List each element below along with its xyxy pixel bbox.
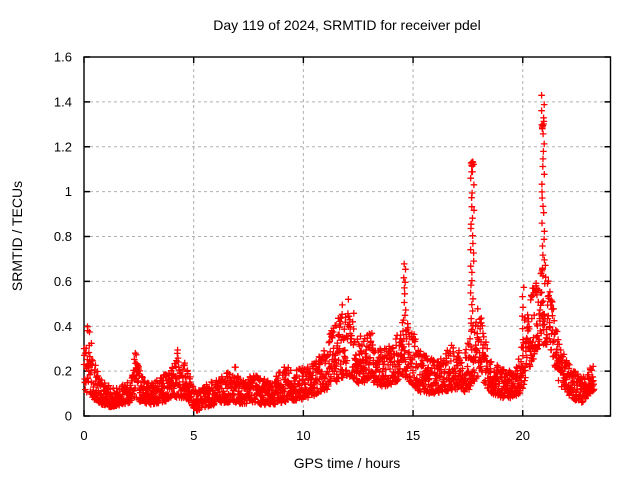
y-tick-label: 1.6 <box>54 50 72 65</box>
y-tick-label: 1 <box>65 184 72 199</box>
data-points-series <box>80 92 598 414</box>
chart-title: Day 119 of 2024, SRMTID for receiver pde… <box>213 17 480 33</box>
x-axis-label: GPS time / hours <box>294 455 401 471</box>
x-tick-labels: 0 5 10 15 20 <box>80 428 530 443</box>
y-tick-label: 0.8 <box>54 229 72 244</box>
y-tick-label: 1.2 <box>54 139 72 154</box>
y-tick-label: 0.6 <box>54 274 72 289</box>
y-tick-label: 1.4 <box>54 94 72 109</box>
x-tick-label: 15 <box>406 428 420 443</box>
y-tick-label: 0 <box>65 409 72 424</box>
y-axis-label: SRMTID / TECUs <box>9 181 25 291</box>
y-tick-labels: 0 0.2 0.4 0.6 0.8 1 1.2 1.4 1.6 <box>54 50 72 424</box>
x-tick-label: 20 <box>516 428 530 443</box>
y-tick-label: 0.2 <box>54 364 72 379</box>
x-tick-label: 0 <box>80 428 87 443</box>
x-tick-label: 5 <box>190 428 197 443</box>
y-tick-label: 0.4 <box>54 319 72 334</box>
x-tick-label: 10 <box>296 428 310 443</box>
